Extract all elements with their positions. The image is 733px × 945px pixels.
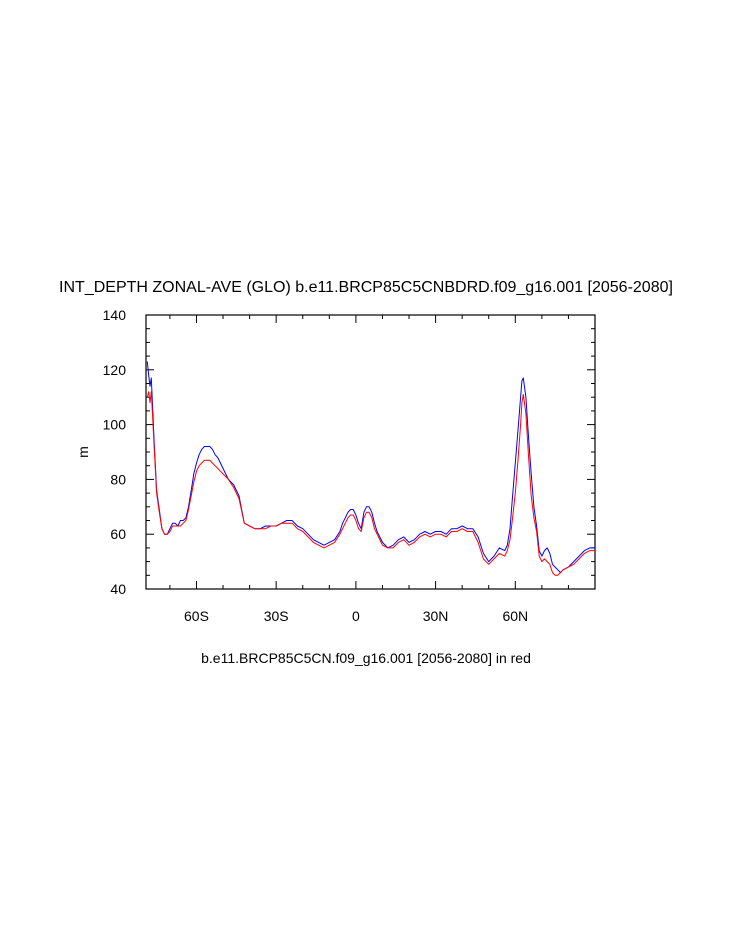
x-tick-label: 30S [264, 608, 289, 624]
series-lines [146, 361, 595, 576]
x-tick-label: 60N [502, 608, 528, 624]
y-tick-label: 140 [103, 307, 127, 323]
y-tick-label: 100 [103, 417, 127, 433]
series-line-blue [146, 361, 595, 574]
x-tick-label: 30N [423, 608, 449, 624]
y-tick-label: 80 [110, 471, 126, 487]
series-line-red [146, 391, 595, 576]
chart-title: INT_DEPTH ZONAL-AVE (GLO) b.e11.BRCP85C5… [59, 279, 673, 296]
y-tick-label: 60 [110, 526, 126, 542]
y-tick-label: 120 [103, 362, 127, 378]
x-tick-label: 60S [184, 608, 209, 624]
axis-tick-labels: 60S 30S 0 30N 60N 40 60 80 100 120 140 [103, 307, 528, 624]
x-tick-label: 0 [352, 608, 360, 624]
y-tick-label: 40 [110, 581, 126, 597]
y-axis-label: m [75, 446, 91, 458]
axis-ticks [146, 314, 595, 590]
x-axis-label: b.e11.BRCP85C5CN.f09_g16.001 [2056-2080]… [201, 650, 531, 666]
